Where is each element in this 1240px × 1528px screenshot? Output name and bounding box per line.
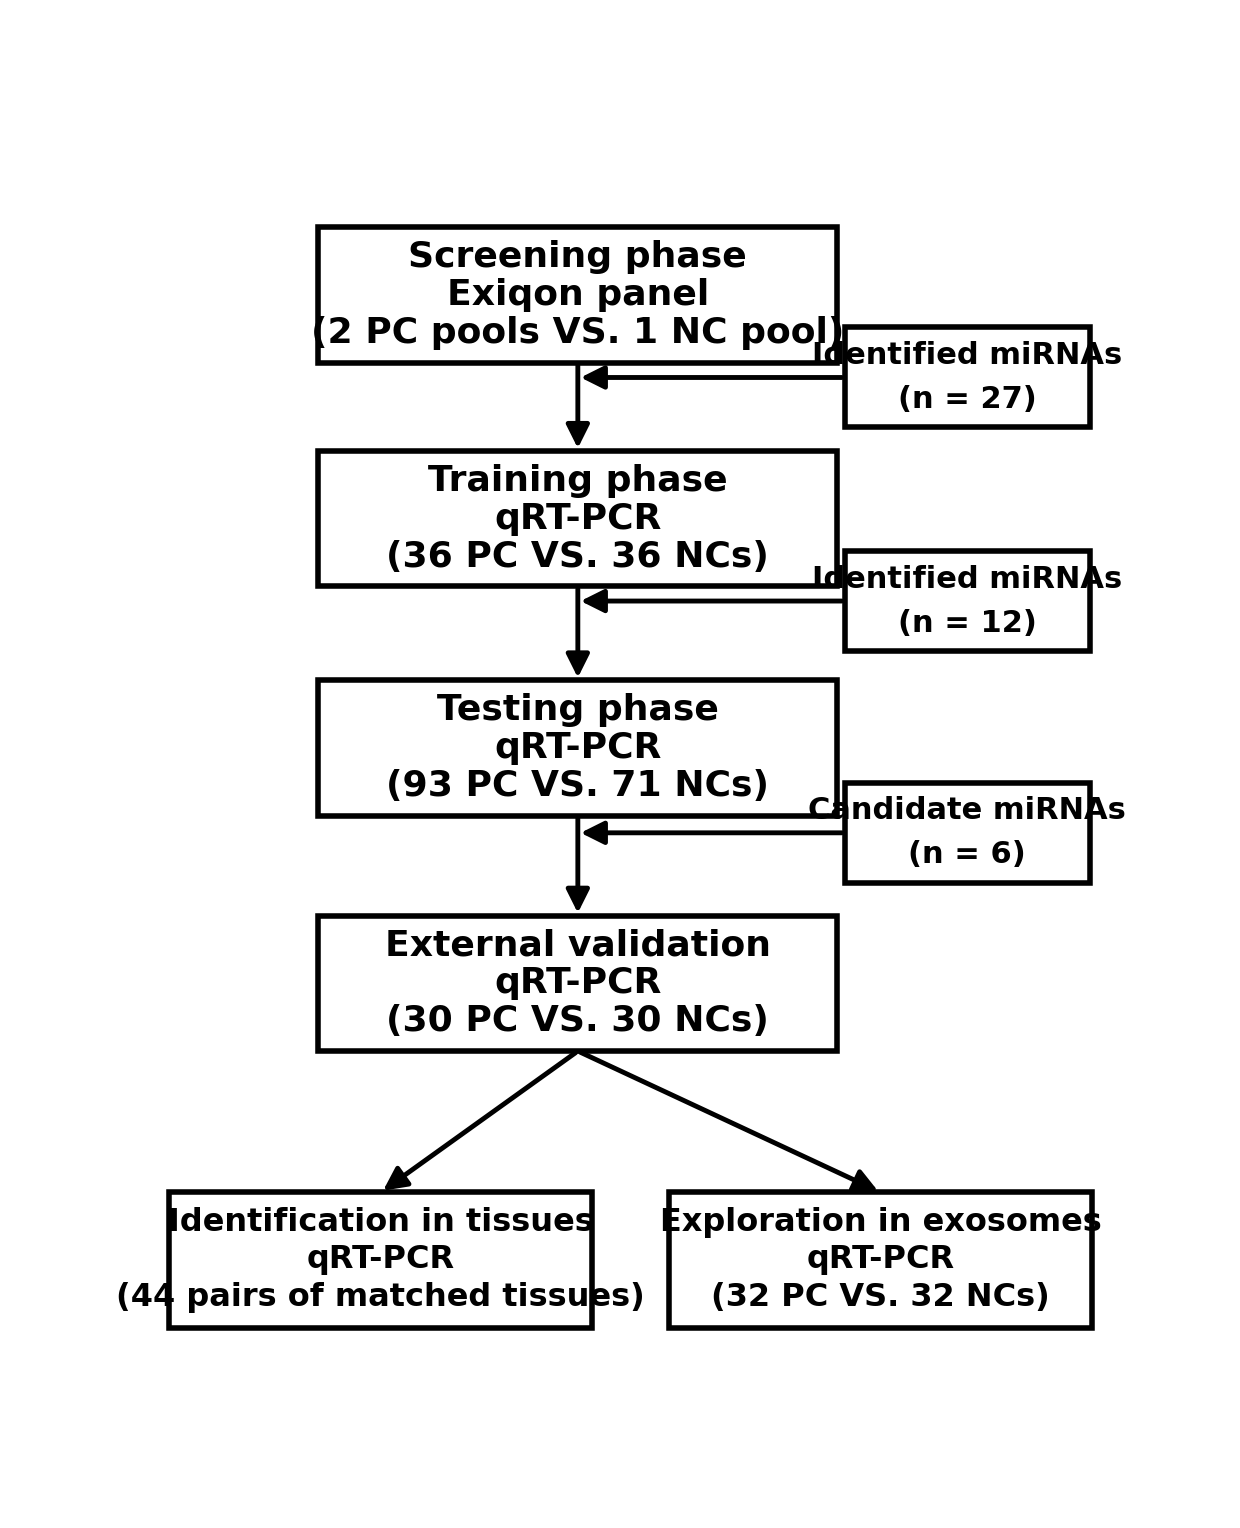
Text: (n = 12): (n = 12)	[898, 608, 1037, 637]
Text: qRT-PCR: qRT-PCR	[495, 966, 661, 1001]
Text: (44 pairs of matched tissues): (44 pairs of matched tissues)	[117, 1282, 645, 1313]
Bar	[319, 680, 837, 816]
Text: Testing phase: Testing phase	[436, 694, 719, 727]
Text: (30 PC VS. 30 NCs): (30 PC VS. 30 NCs)	[387, 1004, 769, 1039]
Text: qRT-PCR: qRT-PCR	[306, 1244, 455, 1276]
Bar	[670, 1192, 1092, 1328]
Text: qRT-PCR: qRT-PCR	[495, 501, 661, 536]
Text: Training phase: Training phase	[428, 465, 728, 498]
Text: Identification in tissues: Identification in tissues	[167, 1207, 594, 1238]
Bar	[844, 552, 1090, 651]
Text: (93 PC VS. 71 NCs): (93 PC VS. 71 NCs)	[387, 769, 769, 804]
Text: Exploration in exosomes: Exploration in exosomes	[660, 1207, 1101, 1238]
Text: Screening phase: Screening phase	[408, 240, 748, 274]
Text: Identified miRNAs: Identified miRNAs	[812, 564, 1122, 593]
Text: External validation: External validation	[384, 929, 771, 963]
Text: (32 PC VS. 32 NCs): (32 PC VS. 32 NCs)	[712, 1282, 1050, 1313]
Bar	[170, 1192, 593, 1328]
Text: Identified miRNAs: Identified miRNAs	[812, 341, 1122, 370]
Text: qRT-PCR: qRT-PCR	[806, 1244, 955, 1276]
Bar	[319, 228, 837, 362]
Text: Exiqon panel: Exiqon panel	[446, 278, 709, 312]
Bar	[844, 327, 1090, 428]
Text: (2 PC pools VS. 1 NC pool): (2 PC pools VS. 1 NC pool)	[311, 316, 844, 350]
Text: qRT-PCR: qRT-PCR	[495, 730, 661, 766]
Bar	[844, 782, 1090, 883]
Text: (n = 6): (n = 6)	[908, 840, 1025, 869]
Bar	[319, 451, 837, 587]
Bar	[319, 915, 837, 1051]
Text: (36 PC VS. 36 NCs): (36 PC VS. 36 NCs)	[387, 539, 769, 573]
Text: Candidate miRNAs: Candidate miRNAs	[808, 796, 1126, 825]
Text: (n = 27): (n = 27)	[898, 385, 1037, 414]
